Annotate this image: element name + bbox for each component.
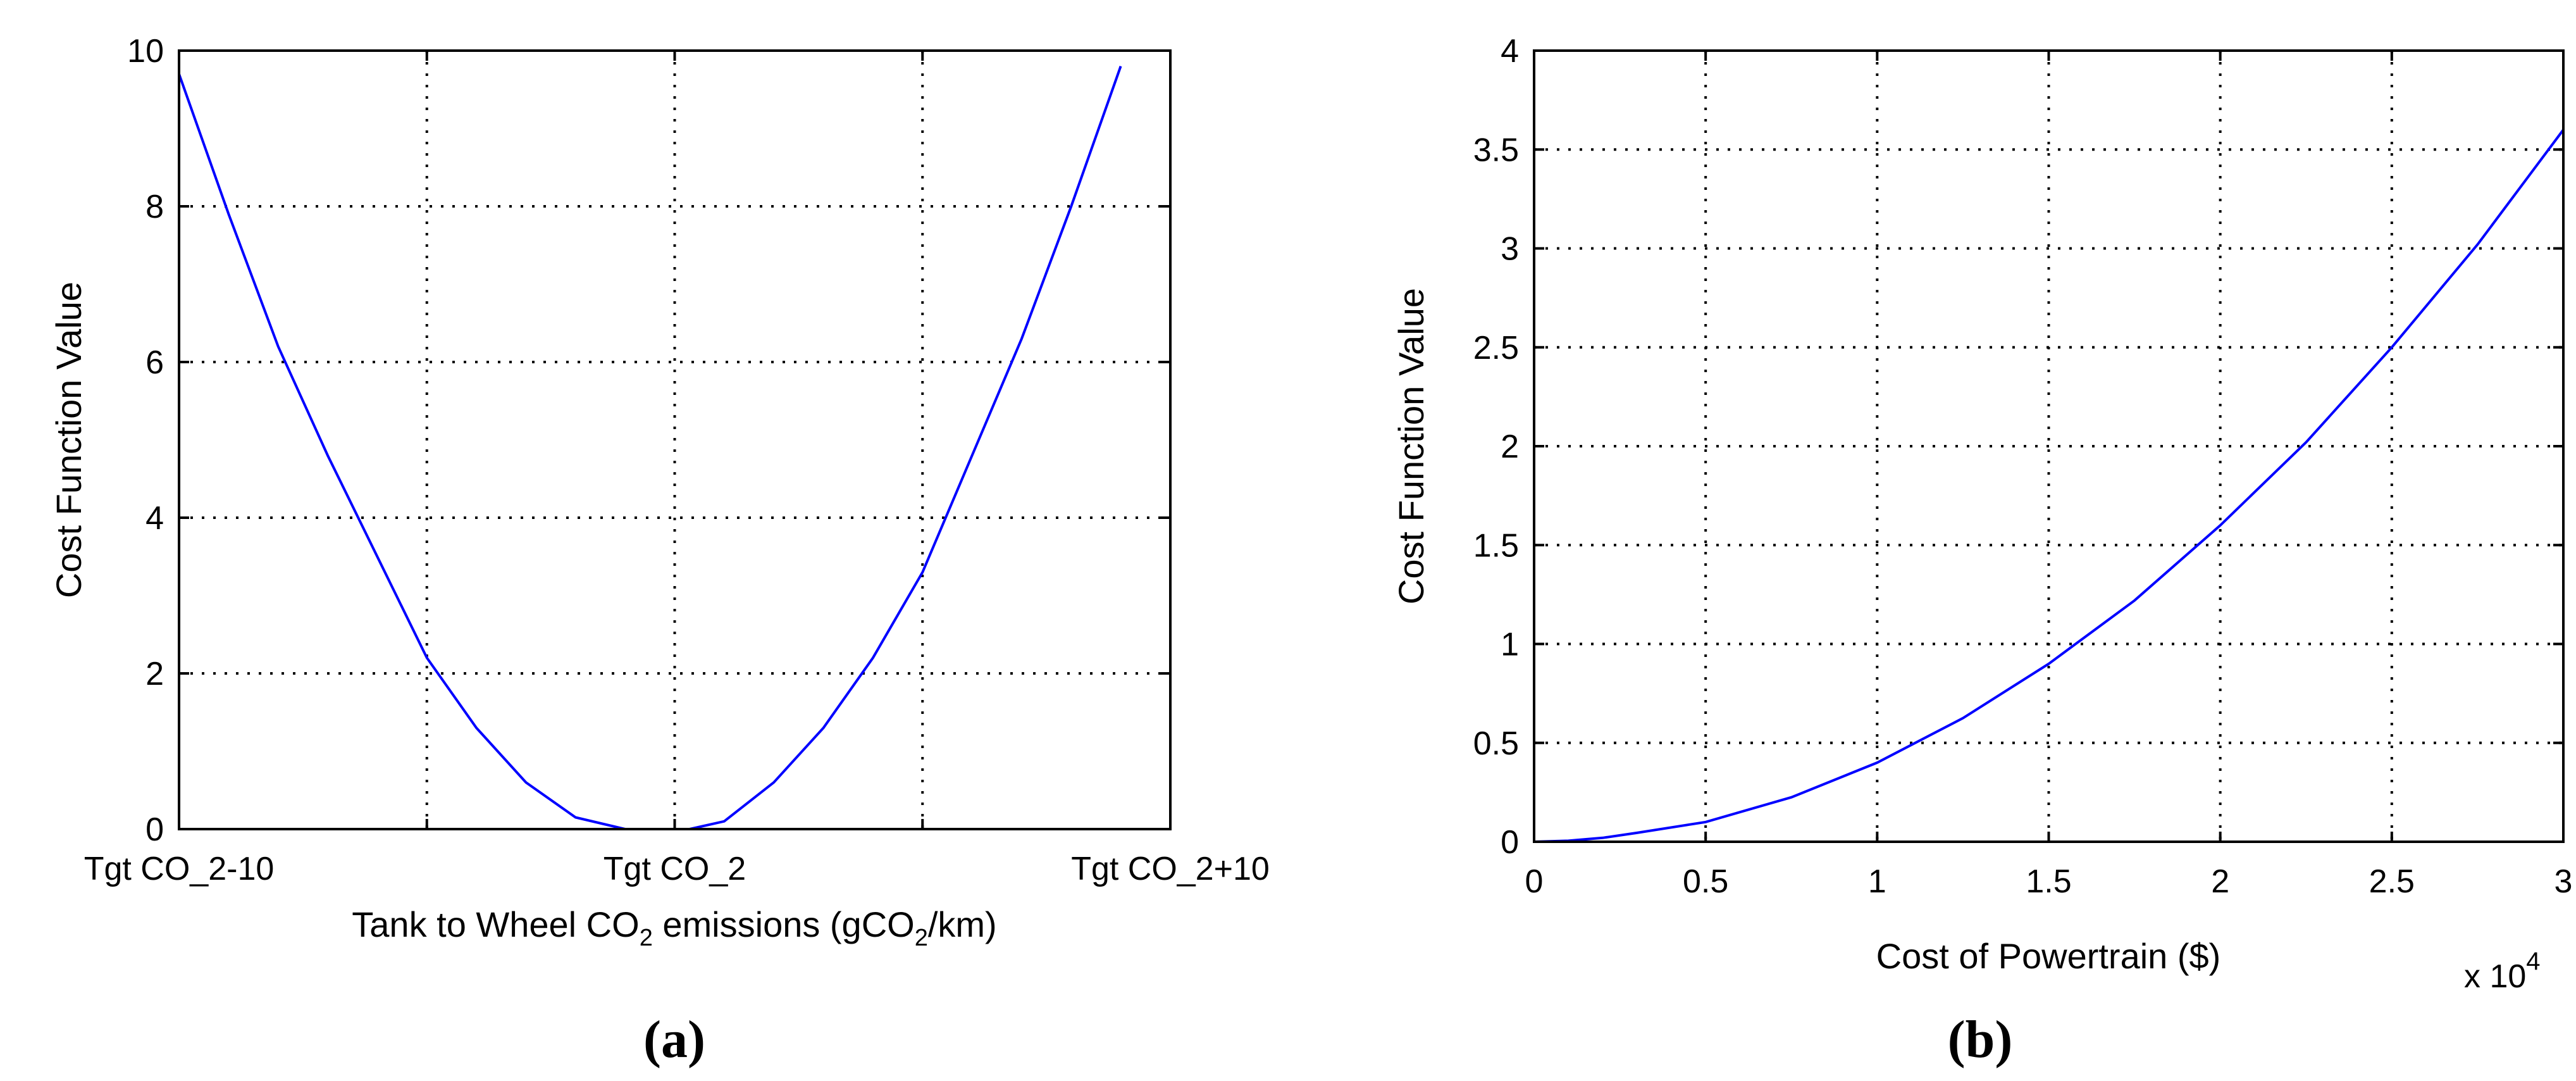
y-tick-label: 0 — [146, 811, 164, 848]
x-multiplier-b-base: x 10 — [2464, 958, 2526, 995]
series-line — [1533, 128, 2565, 843]
x-tick-label: 0 — [1525, 863, 1544, 900]
x-axis-label-a-part3: /km) — [928, 904, 997, 944]
series-a — [178, 65, 1122, 830]
x-tick-label: 1.5 — [2026, 863, 2071, 900]
x-axis-label-a-sub1: 2 — [640, 925, 653, 951]
x-tick-label: 1 — [1868, 863, 1886, 900]
series-b — [1533, 128, 2565, 843]
ticks-a: Tgt CO_2-10 Tgt CO_2 Tgt CO_2+10 0 2 4 6 8 10 — [84, 33, 1270, 887]
x-tick-label: 3 — [2554, 863, 2573, 900]
y-axis-label-a: Cost Function Value — [49, 282, 89, 598]
panel-label-b: (b) — [1948, 1010, 2013, 1069]
series-line — [178, 65, 1122, 830]
chart-b: 0 0.5 1 1.5 2 2.5 3 0 0.5 1 1.5 2 2.5 3 3.5 4 Cost Func… — [1391, 33, 2572, 1069]
x-tick-label: Tgt CO_2-10 — [84, 851, 275, 887]
y-tick-label: 2.5 — [1473, 330, 1519, 366]
y-axis-label-b: Cost Function Value — [1391, 288, 1431, 604]
x-tick-label: 2 — [2211, 863, 2229, 900]
y-tick-label: 10 — [127, 33, 164, 70]
y-tick-label: 3 — [1501, 231, 1519, 268]
x-axis-label-a: Tank to Wheel CO2 emissions (gCO2/km) — [352, 904, 996, 951]
x-axis-label-a-sub2: 2 — [915, 925, 928, 951]
plot-frame-a — [178, 49, 1172, 830]
x-tick-label: 2.5 — [2369, 863, 2415, 900]
x-tick-label: Tgt CO_2+10 — [1071, 851, 1270, 887]
panel-label-a: (a) — [643, 1010, 705, 1069]
y-tick-label: 4 — [146, 500, 164, 537]
y-tick-label: 8 — [146, 189, 164, 225]
x-axis-label-a-part2: emissions (gCO — [653, 904, 915, 944]
x-axis-label-a-part1: Tank to Wheel CO — [352, 904, 639, 944]
y-tick-label: 6 — [146, 344, 164, 381]
y-tick-label: 3.5 — [1473, 132, 1519, 168]
y-tick-label: 4 — [1501, 33, 1519, 70]
y-tick-label: 1.5 — [1473, 527, 1519, 564]
plot-frame-b — [1533, 49, 2565, 843]
x-multiplier-b: x 104 — [2464, 947, 2541, 995]
x-multiplier-b-exp: 4 — [2526, 947, 2540, 975]
grid-a — [179, 51, 1170, 829]
x-tick-label: 0.5 — [1683, 863, 1728, 900]
ticks-b: 0 0.5 1 1.5 2 2.5 3 0 0.5 1 1.5 2 2.5 3 3.5 4 — [1473, 33, 2573, 900]
y-tick-label: 2 — [146, 656, 164, 692]
chart-a: Tgt CO_2-10 Tgt CO_2 Tgt CO_2+10 0 2 4 6 8 10 Co… — [49, 33, 1270, 1069]
x-axis-label-b: Cost of Powertrain ($) — [1876, 936, 2221, 976]
y-tick-label: 1 — [1501, 627, 1519, 663]
x-tick-label: Tgt CO_2 — [604, 851, 746, 887]
grid-b — [1534, 51, 2563, 842]
y-tick-label: 0.5 — [1473, 725, 1519, 762]
y-tick-label: 2 — [1501, 428, 1519, 465]
y-tick-label: 0 — [1501, 824, 1519, 861]
